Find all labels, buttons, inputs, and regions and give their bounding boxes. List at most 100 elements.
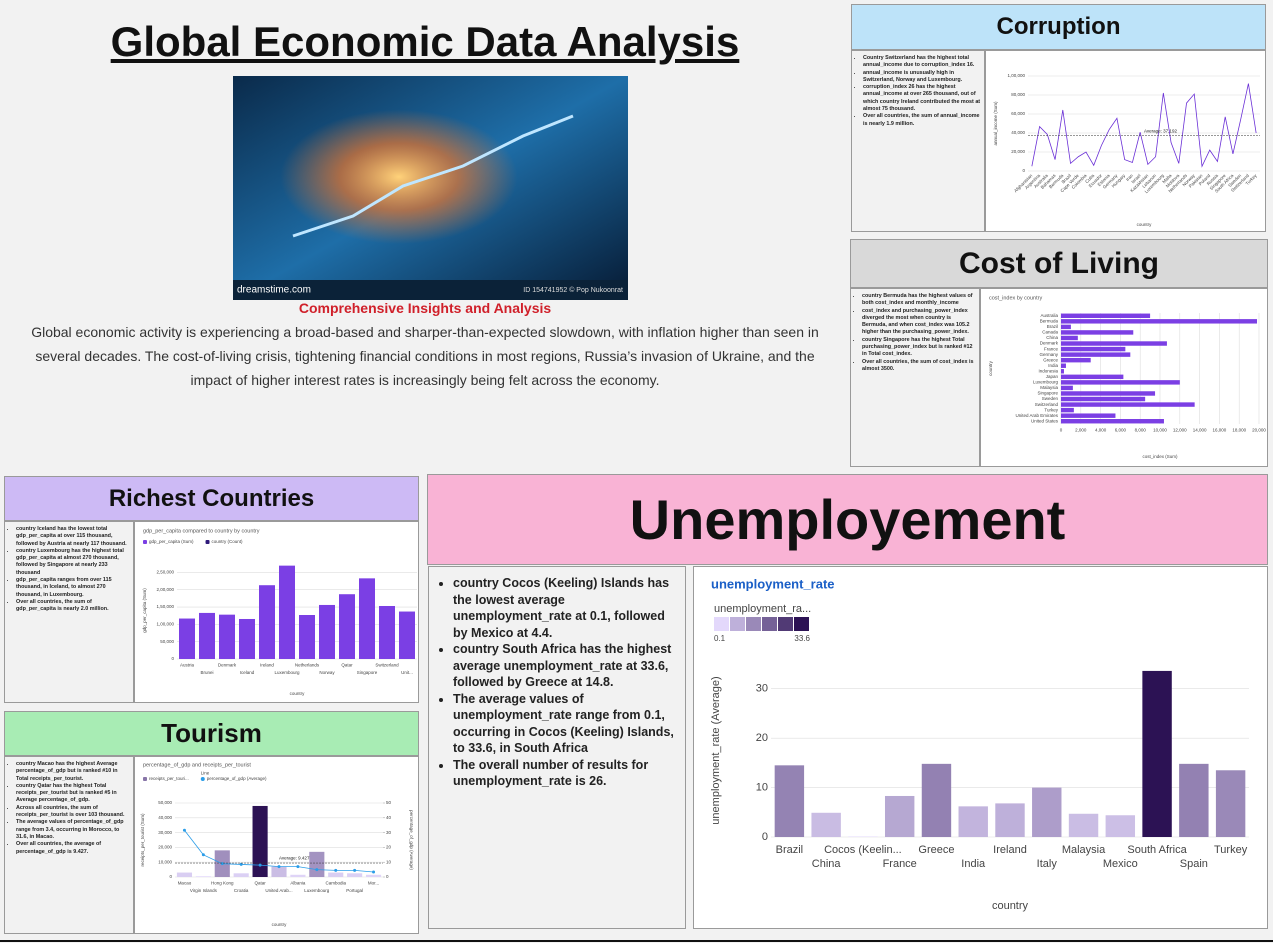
x-tick-label: Mexico bbox=[1103, 858, 1138, 870]
insight: gdp_per_capita ranges from over 115 thou… bbox=[16, 577, 130, 599]
insight: corruption_index 26 has the highest annu… bbox=[863, 84, 981, 113]
bar bbox=[319, 604, 335, 659]
bar bbox=[365, 874, 382, 877]
bar bbox=[339, 594, 355, 659]
y-tick-label: 10 bbox=[756, 781, 768, 793]
insight: annual_income is unusually high in Switz… bbox=[863, 70, 981, 85]
insights-list: country Macao has the highest Average pe… bbox=[8, 761, 130, 856]
bar bbox=[1061, 369, 1064, 374]
y-tick-label: United States bbox=[1031, 418, 1059, 423]
bar bbox=[379, 605, 395, 659]
bar bbox=[1061, 352, 1131, 357]
bar bbox=[279, 565, 295, 659]
y-tick-label: Canada bbox=[1042, 330, 1058, 335]
y2-tick-label: 20 bbox=[386, 845, 392, 850]
header-image: dreamstime.com ID 154741952 © Pop Nukoon… bbox=[233, 76, 628, 300]
chart: country annual_income (Sum) 0 20,000 40,000 6… bbox=[985, 50, 1266, 232]
bar bbox=[921, 763, 952, 837]
panel-title: Corruption bbox=[851, 4, 1266, 50]
bar bbox=[958, 806, 988, 837]
x-tick-label: 6,000 bbox=[1115, 428, 1127, 433]
insights-box: Country Switzerland has the highest tota… bbox=[851, 50, 985, 232]
legend-swatch bbox=[794, 617, 809, 631]
x-tick-label: Luxembourg bbox=[304, 888, 330, 893]
x-tick-label: Iran bbox=[1125, 173, 1134, 182]
y2-tick-label: 50 bbox=[386, 800, 392, 805]
image-glow bbox=[233, 76, 628, 300]
y-axis-label: receipts_per_tourist (Sum) bbox=[140, 813, 145, 867]
insights-list: country Bermuda has the highest values o… bbox=[854, 293, 976, 373]
y2-tick-label: 0 bbox=[386, 874, 389, 879]
panel-title: Cost of Living bbox=[850, 239, 1268, 288]
reference-label: Average: 9.427 bbox=[279, 856, 310, 861]
x-axis-label: cost_index (Sum) bbox=[1142, 454, 1178, 459]
y2-tick-label: 10 bbox=[386, 859, 392, 864]
x-tick-label: Turkey bbox=[1214, 844, 1248, 856]
insight: country South Africa has the highest ave… bbox=[453, 641, 675, 691]
bar bbox=[1061, 413, 1116, 418]
x-tick-label: 8,000 bbox=[1135, 428, 1147, 433]
y-tick-label: 0 bbox=[169, 874, 172, 879]
y-tick-label: Sweden bbox=[1042, 396, 1059, 401]
legend-swatch bbox=[205, 540, 210, 544]
y-tick-label: China bbox=[1046, 335, 1058, 340]
image-credit: ID 154741952 © Pop Nukoonrat bbox=[523, 286, 623, 294]
page-title: Global Economic Data Analysis bbox=[110, 18, 740, 65]
insight: Over all countries, the sum of gdp_per_c… bbox=[16, 599, 130, 614]
bar bbox=[1061, 341, 1167, 346]
x-tick-label: Cambodia bbox=[325, 881, 346, 886]
x-tick-label: 18,000 bbox=[1232, 428, 1246, 433]
x-tick-label: Virgin Islands bbox=[190, 888, 218, 893]
y-tick-label: 60,000 bbox=[1011, 111, 1025, 116]
x-tick-label: 20,000 bbox=[1252, 428, 1266, 433]
y-tick-label: 1,00,000 bbox=[156, 622, 174, 627]
bar bbox=[1061, 319, 1258, 324]
bar bbox=[239, 618, 255, 659]
y-tick-label: Greece bbox=[1043, 357, 1058, 362]
insights-list: Country Switzerland has the highest tota… bbox=[855, 55, 981, 128]
y-tick-label: Germany bbox=[1039, 352, 1058, 357]
y-axis-label: gdp_per_capita (Sum) bbox=[142, 588, 147, 633]
x-tick-label: Ireland bbox=[260, 663, 274, 668]
y-tick-label: Brazil bbox=[1047, 324, 1058, 329]
bar bbox=[1061, 396, 1146, 402]
x-tick-label: Croatia bbox=[234, 888, 249, 893]
insight: cost_index and purchasing_power_index di… bbox=[862, 308, 976, 337]
chart-title: cost_index by country bbox=[989, 295, 1042, 301]
insights-list: country Cocos (Keeling) Islands has the … bbox=[439, 575, 675, 790]
insight: The average values of percentage_of_gdp … bbox=[16, 819, 130, 841]
chart: cost_index by country cost_index (Sum) cou… bbox=[980, 288, 1268, 467]
bar bbox=[1061, 380, 1180, 385]
insights-box: country Iceland has the lowest total gdp… bbox=[4, 521, 134, 703]
bar bbox=[299, 615, 315, 659]
y-tick-label: 20,000 bbox=[158, 845, 172, 850]
y-tick-label: 0 bbox=[1022, 168, 1025, 173]
x-tick-label: India bbox=[961, 858, 986, 870]
bar bbox=[309, 851, 325, 877]
y-tick-label: Indonesia bbox=[1038, 368, 1058, 373]
bar bbox=[1032, 787, 1062, 837]
x-tick-label: Brazil bbox=[776, 844, 804, 856]
y-tick-label: 0 bbox=[171, 656, 174, 661]
bar bbox=[259, 585, 275, 659]
y-tick-label: Denmark bbox=[1040, 341, 1059, 346]
legend-swatch bbox=[778, 617, 793, 631]
x-tick-label: China bbox=[812, 858, 842, 870]
bar bbox=[347, 873, 363, 877]
bar bbox=[774, 765, 805, 837]
y-tick-label: Bermuda bbox=[1040, 319, 1059, 324]
x-tick-label: Cuba bbox=[1084, 173, 1095, 184]
x-tick-label: Albania bbox=[290, 881, 306, 886]
x-tick-label: Malta bbox=[1161, 173, 1173, 185]
bar bbox=[252, 805, 268, 877]
insights-box: country Bermuda has the highest values o… bbox=[850, 288, 980, 467]
y-tick-label: 20 bbox=[756, 732, 768, 744]
x-tick-label: Cocos (Keelin... bbox=[824, 844, 902, 856]
x-tick-label: Luxembourg bbox=[274, 670, 300, 675]
legend-min: 0.1 bbox=[714, 634, 726, 643]
y-axis-label: annual_income (Sum) bbox=[993, 101, 998, 146]
y-tick-label: 2,00,000 bbox=[156, 587, 174, 592]
